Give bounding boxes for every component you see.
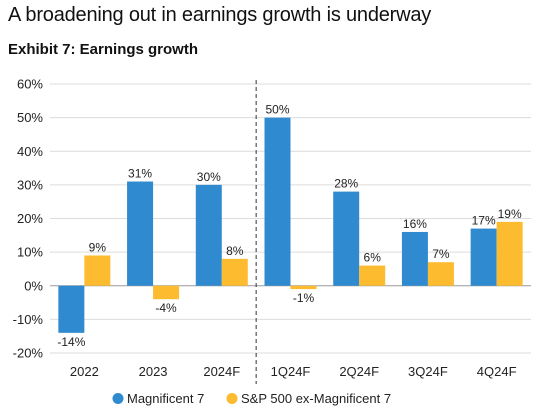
y-tick-label: 0% bbox=[24, 278, 43, 293]
x-tick-label: 4Q24F bbox=[477, 364, 517, 379]
bar-sp500-ex-mag7 bbox=[84, 255, 111, 286]
bar-sp500-ex-mag7 bbox=[153, 285, 180, 300]
data-label: 30% bbox=[197, 170, 221, 184]
data-label: 8% bbox=[226, 244, 244, 258]
data-label: 7% bbox=[432, 247, 450, 261]
data-label: 16% bbox=[403, 217, 427, 231]
bar-magnificent-7 bbox=[333, 191, 360, 286]
bar-sp500-ex-mag7 bbox=[221, 258, 248, 286]
data-label: 50% bbox=[265, 103, 289, 117]
y-tick-label: 40% bbox=[17, 144, 43, 159]
data-label: -14% bbox=[57, 335, 85, 349]
data-label: 6% bbox=[364, 251, 382, 265]
y-tick-label: -10% bbox=[13, 312, 44, 327]
x-tick-label: 2023 bbox=[139, 364, 168, 379]
data-label: -4% bbox=[155, 301, 177, 315]
x-tick-label: 2Q24F bbox=[339, 364, 379, 379]
bar-magnificent-7 bbox=[195, 184, 222, 286]
x-tick-label: 1Q24F bbox=[271, 364, 311, 379]
y-tick-label: 50% bbox=[17, 110, 43, 125]
bar-magnificent-7 bbox=[401, 231, 428, 286]
y-tick-label: 30% bbox=[17, 177, 43, 192]
chart-subtitle: Exhibit 7: Earnings growth bbox=[8, 41, 199, 58]
bar-magnificent-7 bbox=[264, 117, 291, 286]
y-tick-label: 20% bbox=[17, 211, 43, 226]
x-tick-label: 2022 bbox=[70, 364, 99, 379]
data-label: 9% bbox=[89, 240, 107, 254]
bar-magnificent-7 bbox=[58, 285, 85, 333]
data-label: 28% bbox=[334, 177, 358, 191]
bar-magnificent-7 bbox=[127, 181, 154, 286]
chart-title: A broadening out in earnings growth is u… bbox=[8, 4, 432, 26]
y-tick-label: -20% bbox=[13, 346, 44, 361]
bar-sp500-ex-mag7 bbox=[290, 285, 317, 290]
legend-label-sp500-ex-mag7: S&P 500 ex-Magnificent 7 bbox=[241, 391, 391, 406]
bar-sp500-ex-mag7 bbox=[427, 262, 454, 286]
y-tick-label: 10% bbox=[17, 245, 43, 260]
legend-swatch-sp500-ex-mag7 bbox=[226, 393, 238, 404]
y-tick-label: 60% bbox=[17, 77, 43, 92]
bar-magnificent-7 bbox=[470, 228, 497, 286]
bar-sp500-ex-mag7 bbox=[496, 221, 523, 286]
x-tick-label: 2024F bbox=[203, 364, 240, 379]
data-label: 17% bbox=[472, 214, 496, 228]
bar-sp500-ex-mag7 bbox=[359, 265, 386, 286]
data-label: 31% bbox=[128, 167, 152, 181]
legend-label-magnificent-7: Magnificent 7 bbox=[127, 391, 204, 406]
x-tick-label: 3Q24F bbox=[408, 364, 448, 379]
data-label: 19% bbox=[498, 207, 522, 221]
data-label: -1% bbox=[293, 291, 315, 305]
legend-swatch-magnificent-7 bbox=[112, 393, 124, 404]
